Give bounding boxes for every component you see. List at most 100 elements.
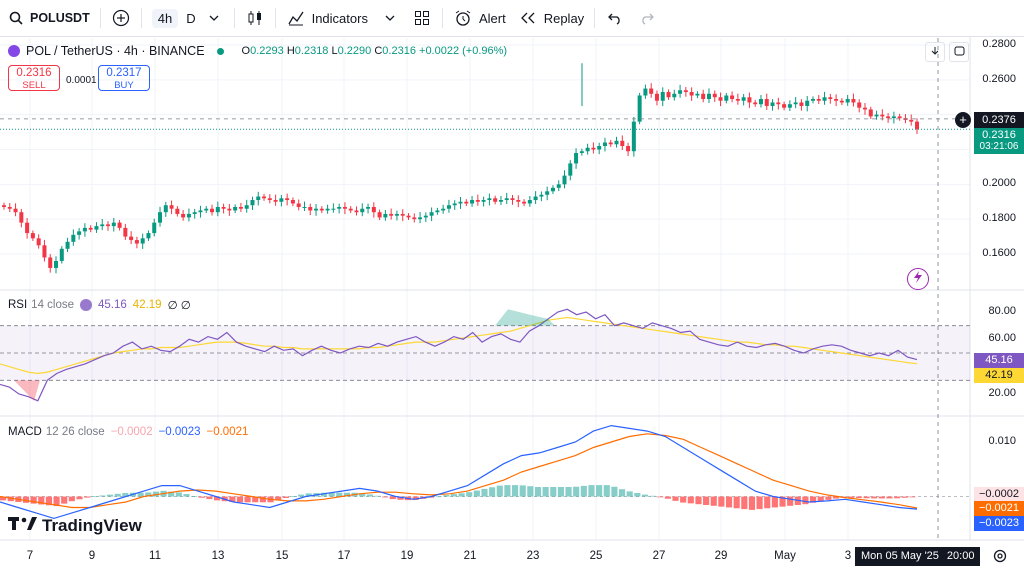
- candle-body: [862, 107, 867, 110]
- candle-body: [204, 208, 209, 211]
- candle-body: [834, 98, 839, 101]
- candle-body: [498, 200, 503, 202]
- macd-histogram-bar: [771, 496, 778, 508]
- candle-body: [626, 146, 631, 152]
- candle-body: [210, 208, 215, 213]
- macd-hist-tag-value: −0.0002: [978, 488, 1020, 500]
- settings-button[interactable]: [992, 548, 1008, 564]
- timeframe-4h[interactable]: 4h: [146, 0, 184, 36]
- macd-histogram-bar: [7, 496, 14, 502]
- rsi-tick-label: 80.00: [988, 305, 1016, 317]
- lightning-button[interactable]: [907, 268, 929, 290]
- layouts-button[interactable]: [406, 0, 438, 36]
- maximize-pane-button[interactable]: [949, 42, 969, 62]
- candle-body: [643, 88, 648, 96]
- chart-canvas[interactable]: [0, 36, 1024, 572]
- candle-body: [828, 97, 833, 99]
- timeframe-d-label: D: [186, 10, 196, 26]
- candle-body: [48, 257, 53, 268]
- candle-body: [65, 241, 70, 249]
- candle-body: [238, 206, 243, 209]
- indicators-dropdown[interactable]: [374, 0, 406, 36]
- macd-histogram-bar: [504, 485, 511, 497]
- candle-body: [441, 208, 446, 211]
- candle-body: [585, 147, 590, 152]
- symbol-search[interactable]: POLUSDT: [0, 0, 96, 36]
- candle-body: [296, 203, 301, 207]
- candle-body: [418, 217, 423, 220]
- candle-body: [435, 210, 440, 213]
- open-value: 0.2293: [250, 45, 284, 57]
- time-tick-label: 13: [211, 550, 225, 562]
- candle-body: [706, 93, 711, 99]
- time-tick-label: 15: [275, 550, 289, 562]
- macd-histogram-bar: [718, 496, 725, 507]
- redo-button[interactable]: [631, 0, 663, 36]
- candle-body: [71, 234, 76, 242]
- candle-body: [389, 213, 394, 216]
- candle-body: [400, 213, 405, 216]
- chart-type-button[interactable]: [239, 0, 271, 36]
- candle-body: [152, 222, 157, 234]
- macd-histogram-bar: [359, 493, 366, 497]
- timeframe-d[interactable]: D: [184, 0, 197, 36]
- candle-body: [712, 93, 717, 98]
- compare-button[interactable]: [105, 0, 137, 36]
- timeframe-dropdown[interactable]: [198, 0, 230, 36]
- sell-button[interactable]: 0.2316 SELL: [8, 65, 60, 91]
- replay-label: Replay: [543, 10, 585, 26]
- alert-button[interactable]: Alert: [447, 0, 512, 36]
- macd-histogram-bar: [611, 486, 618, 497]
- rsi-ma-line: [0, 316, 918, 375]
- macd-signal-line: [0, 433, 918, 509]
- candle-body: [533, 196, 538, 201]
- macd-histogram-bar: [290, 496, 297, 498]
- candle-body: [262, 196, 267, 199]
- candle-body: [198, 210, 203, 213]
- macd-histogram-bar: [328, 492, 335, 497]
- candles-icon: [245, 8, 265, 28]
- change-value: +0.0022 (+0.96%): [419, 45, 508, 57]
- macd-histogram-bar: [641, 494, 649, 497]
- candle-body: [574, 152, 579, 164]
- candle-body: [129, 236, 134, 241]
- macd-line-value: −0.0023: [158, 426, 201, 438]
- buy-label: BUY: [114, 80, 134, 91]
- buy-button[interactable]: 0.2317 BUY: [98, 65, 150, 91]
- macd-histogram-bar: [878, 496, 885, 499]
- candle-body: [516, 200, 521, 202]
- search-icon: [6, 8, 26, 28]
- undo-button[interactable]: [599, 0, 631, 36]
- candle-body: [753, 102, 758, 105]
- candle-body: [140, 238, 145, 244]
- price-tick-label: 0.2000: [982, 177, 1016, 190]
- macd-histogram-bar: [764, 496, 771, 509]
- candle-body: [88, 227, 93, 230]
- chevron-down-icon: [204, 8, 224, 28]
- candle-body: [666, 92, 671, 98]
- macd-series: [0, 424, 970, 520]
- indicators-button[interactable]: Indicators: [280, 0, 374, 36]
- candle-body: [631, 121, 636, 152]
- macd-histogram-bar: [825, 496, 832, 500]
- candle-body: [25, 222, 30, 234]
- scroll-down-button[interactable]: [925, 42, 945, 62]
- candle-body: [423, 215, 428, 218]
- rsi-value: 45.16: [98, 299, 127, 311]
- candle-body: [158, 212, 163, 223]
- macd-histogram-bar: [30, 496, 37, 504]
- macd-histogram-bar: [435, 496, 442, 498]
- candle-body: [360, 208, 365, 213]
- macd-histogram-bar: [733, 496, 740, 509]
- candles-series: [0, 63, 970, 274]
- candle-body: [550, 187, 555, 192]
- candle-body: [897, 116, 902, 119]
- rsi-tick-label: 20.00: [988, 387, 1016, 399]
- candle-body: [747, 97, 752, 103]
- settings-cycle-icon[interactable]: [80, 299, 93, 311]
- candle-body: [845, 98, 850, 103]
- replay-button[interactable]: Replay: [512, 0, 590, 36]
- candle-body: [874, 114, 879, 117]
- add-alert-at-price[interactable]: +: [955, 112, 971, 128]
- tradingview-logo[interactable]: TradingView: [8, 515, 142, 536]
